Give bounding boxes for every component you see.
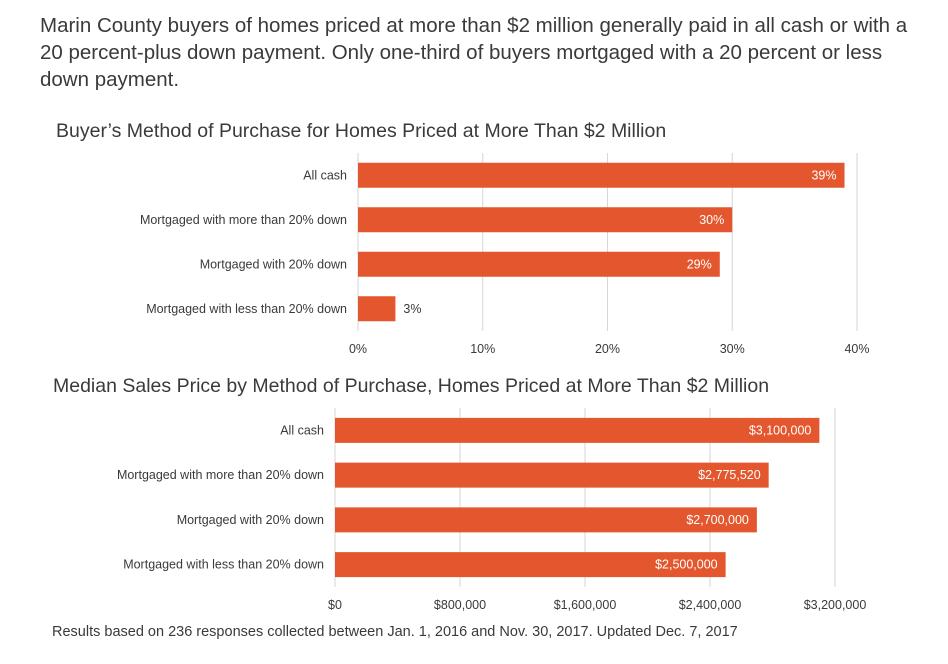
bar <box>335 507 757 533</box>
x-tick-label: $3,200,000 <box>804 598 867 612</box>
x-tick-label: 10% <box>470 342 495 356</box>
bar <box>358 162 845 188</box>
bar <box>358 207 733 233</box>
plot-area: $0 $800,000 $1,600,000 $2,400,000 $3,200,000… <box>117 408 866 612</box>
category-label: Mortgaged with 20% down <box>200 257 347 271</box>
chart-title-median-price: Median Sales Price by Method of Purchase… <box>53 375 770 397</box>
category-label: Mortgaged with less than 20% down <box>146 302 347 316</box>
bar <box>335 462 769 488</box>
bar <box>358 296 396 322</box>
footer-note: Results based on 236 responses collected… <box>52 624 738 640</box>
data-label: 29% <box>687 257 712 271</box>
chart-title-method: Buyer’s Method of Purchase for Homes Pri… <box>56 120 667 142</box>
x-tick-label: 30% <box>720 342 745 356</box>
x-tick-label: $2,400,000 <box>679 598 742 612</box>
data-label: $2,775,520 <box>698 468 761 482</box>
category-label: Mortgaged with 20% down <box>177 513 324 527</box>
bar <box>335 552 726 578</box>
x-tick-label: $0 <box>328 598 342 612</box>
category-label: All cash <box>303 168 347 182</box>
data-label: $2,700,000 <box>686 513 749 527</box>
bar <box>335 417 820 443</box>
x-tick-label: 20% <box>595 342 620 356</box>
x-tick-label: 40% <box>844 342 869 356</box>
x-tick-label: $1,600,000 <box>554 598 617 612</box>
data-label: $2,500,000 <box>655 558 718 572</box>
data-label: 30% <box>699 213 724 227</box>
data-label: 3% <box>403 302 421 316</box>
plot-area: 0% 10% 20% 30% 40% All cash 39% Mortgaged with … <box>140 153 870 356</box>
category-label: Mortgaged with less than 20% down <box>123 558 324 572</box>
chart-median-sales-price: $0 $800,000 $1,600,000 $2,400,000 $3,200,000… <box>117 408 866 612</box>
category-label: All cash <box>280 423 324 437</box>
data-label: 39% <box>811 168 836 182</box>
x-tick-label: $800,000 <box>434 598 486 612</box>
chart-method-of-purchase: 0% 10% 20% 30% 40% All cash 39% Mortgaged with … <box>140 153 870 356</box>
bar <box>358 251 720 277</box>
x-tick-label: 0% <box>349 342 367 356</box>
data-label: $3,100,000 <box>749 423 812 437</box>
category-label: Mortgaged with more than 20% down <box>117 468 324 482</box>
category-label: Mortgaged with more than 20% down <box>140 213 347 227</box>
intro-text: Marin County buyers of homes priced at m… <box>40 14 908 91</box>
